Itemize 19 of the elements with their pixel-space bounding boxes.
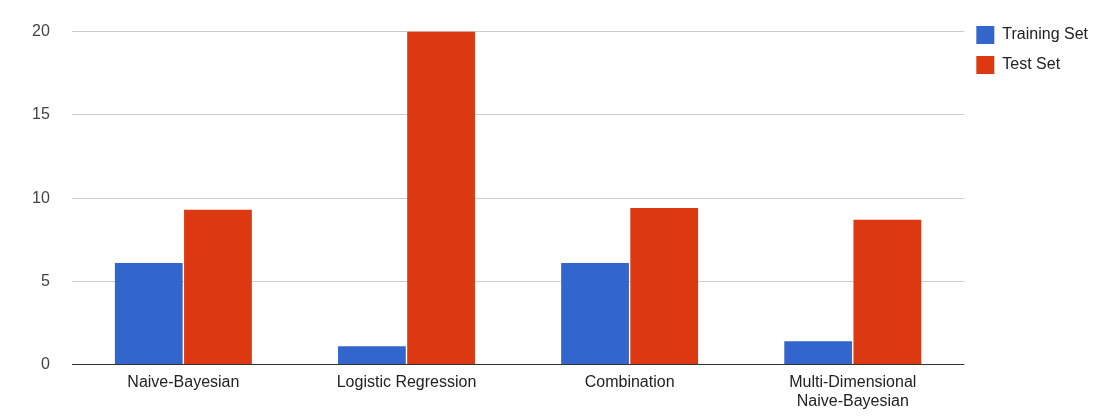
bar <box>114 263 183 365</box>
bar <box>630 208 699 365</box>
x-tick-label: Combination <box>584 372 675 390</box>
legend-label: Training Set <box>1002 25 1089 43</box>
x-tick-label: Naive-Bayesian <box>127 372 240 390</box>
x-tick-label: Multi-Dimensional Naive-Bayesian <box>789 372 917 409</box>
x-tick-label: Logistic Regression <box>336 372 477 390</box>
bar <box>184 209 252 365</box>
y-tick-label: 10 <box>32 188 50 206</box>
bar <box>784 341 853 365</box>
legend-label: Test Set <box>1002 55 1061 73</box>
y-tick-label: 15 <box>32 105 50 123</box>
bar <box>561 263 629 365</box>
y-tick-label: 20 <box>32 22 50 40</box>
bar <box>338 346 406 365</box>
y-tick-label: 5 <box>40 271 50 289</box>
bar <box>853 219 922 365</box>
bar <box>407 31 475 365</box>
y-tick-label: 0 <box>40 355 50 373</box>
